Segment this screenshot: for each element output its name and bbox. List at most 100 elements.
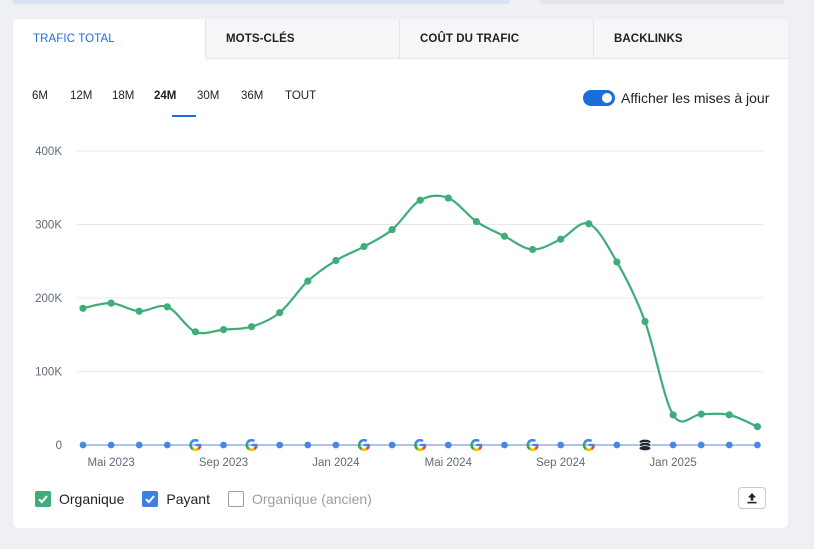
toggle-knob bbox=[602, 93, 612, 103]
tab-keywords[interactable]: MOTS-CLÉS bbox=[206, 19, 400, 58]
organic-old-checkbox[interactable] bbox=[227, 491, 244, 507]
google-icon-segment bbox=[470, 438, 483, 452]
google-update-icon[interactable] bbox=[582, 438, 595, 452]
paid-point[interactable] bbox=[304, 441, 312, 449]
paid-point[interactable] bbox=[276, 441, 284, 449]
google-icon-bar bbox=[476, 443, 482, 447]
paid-point[interactable] bbox=[79, 441, 87, 449]
legend: Organique Payant Organique (ancien) bbox=[35, 489, 390, 509]
organic-point[interactable] bbox=[557, 235, 565, 243]
organic-checkbox[interactable] bbox=[35, 491, 51, 507]
google-icon-segment bbox=[189, 438, 202, 452]
export-button[interactable] bbox=[738, 487, 766, 509]
organic-point[interactable] bbox=[529, 245, 537, 254]
organic-point[interactable] bbox=[697, 410, 705, 418]
google-update-icon[interactable] bbox=[357, 438, 371, 452]
top-bar-right bbox=[540, 0, 784, 4]
google-icon-segment bbox=[189, 438, 202, 452]
google-icon-segment bbox=[245, 438, 258, 452]
paid-point[interactable] bbox=[107, 441, 115, 449]
updates-toggle-label: Afficher les mises à jour bbox=[621, 90, 770, 106]
organic-point[interactable] bbox=[107, 299, 115, 307]
period-30m[interactable]: 30M bbox=[197, 90, 220, 102]
top-bar-left bbox=[12, 0, 510, 4]
google-icon-bar bbox=[588, 443, 595, 447]
database-update-icon[interactable] bbox=[638, 438, 652, 452]
organic-point[interactable] bbox=[276, 309, 284, 317]
organic-point[interactable] bbox=[79, 304, 87, 312]
period-active-underline bbox=[172, 115, 196, 117]
period-all[interactable]: TOUT bbox=[285, 90, 317, 102]
traffic-chart: 0 100K 200K 300K 400K Mai 2023 Sep 2023 Jan 202… bbox=[35, 146, 763, 469]
legend-organic-old[interactable]: Organique (ancien) bbox=[227, 491, 372, 507]
tab-total-traffic[interactable]: TRAFIC TOTAL bbox=[13, 19, 206, 59]
organic-point[interactable] bbox=[248, 323, 256, 331]
paid-point[interactable] bbox=[135, 441, 143, 449]
legend-organic[interactable]: Organique bbox=[35, 491, 124, 507]
google-icon-segment bbox=[470, 438, 483, 452]
organic-point[interactable] bbox=[135, 307, 143, 315]
y-tick-label: 400K bbox=[35, 146, 62, 158]
paid-point[interactable] bbox=[613, 441, 621, 449]
paid-point[interactable] bbox=[163, 441, 171, 449]
period-36m[interactable]: 36M bbox=[241, 90, 264, 102]
google-icon-bar bbox=[364, 443, 370, 447]
period-18m[interactable]: 18M bbox=[112, 90, 135, 102]
google-icon-segment bbox=[526, 438, 539, 452]
period-24m[interactable]: 24M bbox=[154, 90, 177, 102]
period-12m[interactable]: 12M bbox=[70, 90, 93, 102]
paid-point[interactable] bbox=[220, 441, 227, 449]
google-icon-segment bbox=[526, 438, 539, 452]
organic-point[interactable] bbox=[219, 326, 228, 334]
tab-traffic-cost[interactable]: COÛT DU TRAFIC bbox=[400, 19, 594, 58]
database-icon-layer bbox=[638, 445, 652, 452]
organic-point[interactable] bbox=[585, 220, 593, 228]
organic-point[interactable] bbox=[304, 277, 312, 285]
organic-point[interactable] bbox=[332, 256, 340, 265]
updates-toggle[interactable] bbox=[583, 90, 615, 106]
google-icon-segment bbox=[414, 438, 427, 452]
organic-point[interactable] bbox=[163, 303, 171, 311]
google-update-icon[interactable] bbox=[526, 438, 539, 452]
tab-backlinks[interactable]: BACKLINKS bbox=[614, 32, 683, 45]
google-update-icon[interactable] bbox=[470, 438, 483, 452]
google-icon-bar bbox=[195, 443, 201, 447]
paid-checkbox[interactable] bbox=[142, 491, 159, 507]
organic-point[interactable] bbox=[753, 423, 762, 431]
legend-paid[interactable]: Payant bbox=[142, 491, 210, 507]
paid-point[interactable] bbox=[501, 441, 508, 449]
paid-point[interactable] bbox=[557, 441, 565, 449]
tab-bar: TRAFIC TOTAL MOTS-CLÉS COÛT DU TRAFIC BA… bbox=[13, 19, 788, 59]
organic-point[interactable] bbox=[360, 242, 368, 251]
paid-point[interactable] bbox=[754, 441, 761, 449]
paid-point[interactable] bbox=[332, 441, 340, 449]
google-icon-segment bbox=[357, 438, 371, 452]
organic-point[interactable] bbox=[388, 226, 396, 234]
google-icon-segment bbox=[245, 438, 258, 452]
paid-point[interactable] bbox=[725, 441, 733, 449]
organic-point[interactable] bbox=[641, 317, 649, 326]
organic-point[interactable] bbox=[472, 217, 480, 226]
organic-point[interactable] bbox=[613, 258, 621, 266]
check-icon bbox=[145, 495, 156, 504]
paid-point[interactable] bbox=[697, 441, 705, 449]
organic-point[interactable] bbox=[416, 196, 424, 204]
x-tick-label: Sep 2024 bbox=[536, 457, 586, 469]
organic-point[interactable] bbox=[500, 232, 509, 240]
organic-point[interactable] bbox=[444, 194, 452, 202]
paid-point[interactable] bbox=[388, 441, 396, 449]
google-update-icon[interactable] bbox=[189, 438, 202, 452]
google-icon-segment bbox=[526, 438, 539, 452]
organic-point[interactable] bbox=[725, 411, 733, 419]
paid-point[interactable] bbox=[444, 441, 452, 449]
y-tick-label: 0 bbox=[56, 440, 62, 452]
paid-point[interactable] bbox=[669, 441, 677, 449]
paid-label: Payant bbox=[166, 491, 210, 507]
organic-point[interactable] bbox=[191, 328, 199, 336]
organic-point[interactable] bbox=[669, 411, 677, 419]
google-update-icon[interactable] bbox=[245, 438, 258, 452]
period-6m[interactable]: 6M bbox=[32, 90, 48, 102]
google-update-icon[interactable] bbox=[414, 438, 427, 452]
x-tick-label: Jan 2024 bbox=[312, 457, 360, 469]
x-tick-label: Mai 2023 bbox=[87, 457, 134, 469]
